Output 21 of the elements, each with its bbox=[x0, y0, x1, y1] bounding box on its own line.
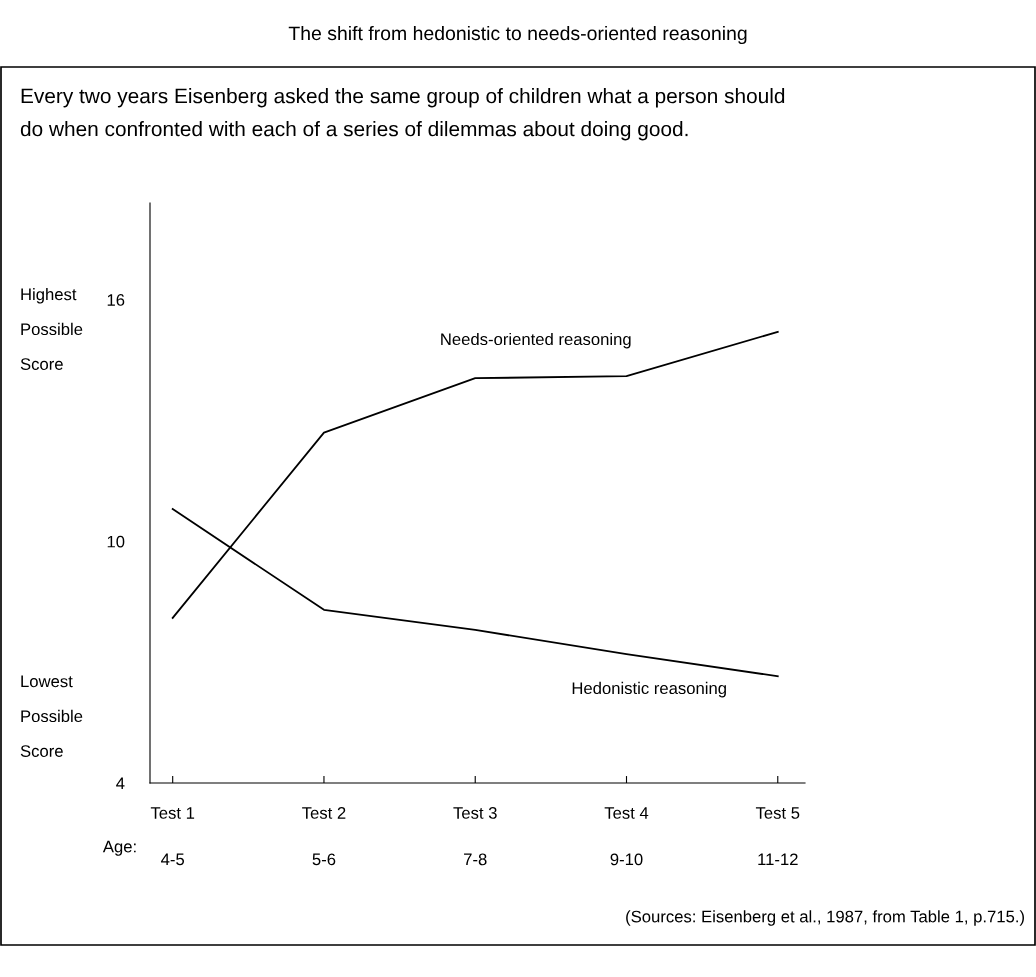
text: Lowest Possible Score bbox=[20, 675, 83, 757]
y-tick-label: 16 bbox=[107, 294, 125, 306]
text: 7-8 bbox=[464, 853, 487, 866]
y-tick-label: 10 bbox=[107, 535, 125, 548]
chart-subtitle: Every two years Eisenberg asked the same group of children what a person should do when confronted with each of a series of dilemmas about doing good. bbox=[20, 88, 785, 141]
text: 5-6 bbox=[312, 853, 336, 866]
text: 11-12 bbox=[758, 853, 798, 866]
x-tick-label: Test 4 bbox=[604, 807, 649, 819]
y-tick-label: 4 bbox=[116, 777, 125, 790]
x-tick-label: Test 5 bbox=[755, 807, 800, 819]
series-label: Needs-oriented reasoning bbox=[441, 332, 631, 349]
x-tick-label: Test 3 bbox=[453, 807, 497, 819]
x-tick-label: Test 1 bbox=[150, 807, 195, 819]
text: 4-5 bbox=[161, 853, 185, 866]
series-label: Hedonistic reasoning bbox=[572, 681, 726, 698]
text: Highest Possible Score bbox=[20, 288, 83, 370]
text: Age: bbox=[102, 840, 136, 856]
x-tick-label: Test 2 bbox=[302, 807, 346, 819]
text: 9-10 bbox=[610, 853, 643, 866]
text: (Sources: Eisenberg et al., 1987, from Table 1, p.715.) bbox=[626, 910, 1024, 926]
chart-title: The shift from hedonistic to needs-oriented reasoning bbox=[288, 25, 747, 45]
